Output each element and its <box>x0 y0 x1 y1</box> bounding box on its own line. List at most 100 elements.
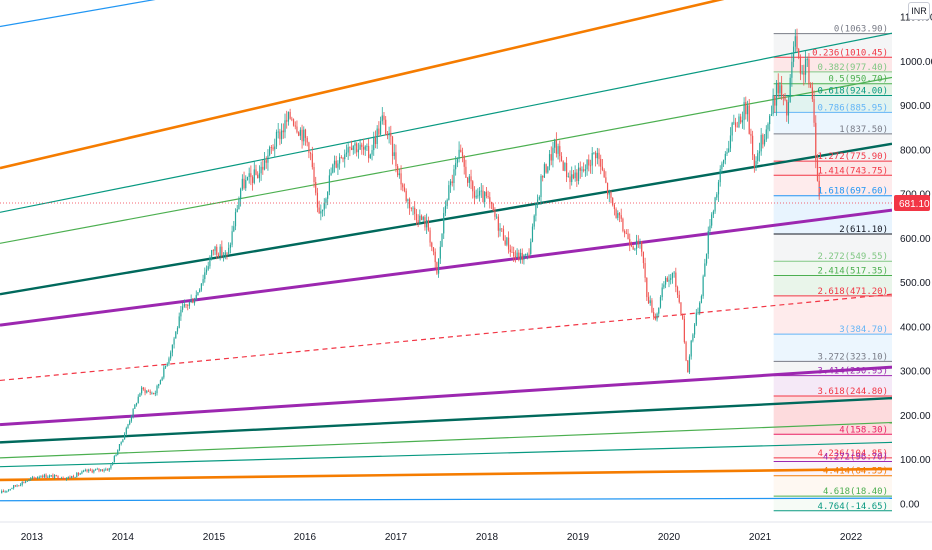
candle-body <box>345 152 348 155</box>
candle-body <box>530 241 532 254</box>
candle-body <box>528 253 530 255</box>
candle-body <box>195 295 197 301</box>
trend-line <box>0 32 893 213</box>
candle-body <box>269 147 271 156</box>
candle-body <box>803 72 805 75</box>
candle-body <box>289 111 291 119</box>
candle-body <box>441 233 443 247</box>
candle-body <box>67 477 69 478</box>
candle-body <box>680 302 682 315</box>
candle-body <box>789 77 791 103</box>
candle-body <box>257 174 259 179</box>
candle-body <box>426 220 428 228</box>
candle-body <box>357 149 359 153</box>
fib-level-label: 4.272(96.70) <box>823 453 888 463</box>
candle-body <box>330 172 332 176</box>
candle-body <box>576 172 578 181</box>
candle-body <box>69 477 71 478</box>
candle-body <box>521 252 523 261</box>
candle-body <box>221 246 223 256</box>
candle-body <box>721 163 723 170</box>
candle-body <box>296 126 298 133</box>
candle-body <box>499 228 501 231</box>
fib-level-label: 1(837.50) <box>839 125 888 135</box>
trend-line <box>0 142 893 296</box>
fib-band <box>773 261 892 276</box>
candle-body <box>687 360 689 373</box>
candle-body <box>434 251 436 263</box>
candle-body <box>581 169 583 171</box>
candle-body <box>385 119 387 135</box>
candle-body <box>16 485 18 487</box>
candle-body <box>753 154 755 168</box>
fib-band <box>773 71 892 84</box>
candle-body <box>531 226 534 242</box>
candle-body <box>746 105 749 115</box>
candle-body <box>519 252 522 260</box>
candle-body <box>178 316 180 328</box>
candle-body <box>72 476 74 478</box>
candle-body <box>156 385 158 394</box>
candle-body <box>548 154 551 167</box>
candle-body <box>93 470 95 473</box>
candle-body <box>397 166 399 176</box>
candle-body <box>564 162 566 171</box>
candle-body <box>613 204 615 210</box>
candle-body <box>362 146 365 150</box>
candle-body <box>60 478 63 479</box>
candle-body <box>429 230 431 243</box>
candle-body <box>625 233 627 235</box>
candle-body <box>248 173 250 178</box>
candle-body <box>414 207 416 214</box>
candle-body <box>492 203 494 211</box>
candle-body <box>600 158 602 167</box>
fib-level-label: 0(1063.90) <box>834 25 888 35</box>
candle-body <box>373 137 375 151</box>
candle-body <box>354 143 356 146</box>
candle-body <box>443 213 445 234</box>
candle-body <box>422 217 424 220</box>
candle-body <box>504 240 506 245</box>
candle-body <box>451 181 453 184</box>
candle-body <box>311 153 313 168</box>
candle-body <box>757 153 759 161</box>
candle-body <box>670 278 672 280</box>
trend-line <box>0 76 893 244</box>
candle-body <box>514 256 517 258</box>
candle-body <box>190 299 192 303</box>
candle-body <box>118 444 121 451</box>
candle-body <box>40 476 42 478</box>
candle-body <box>456 158 458 164</box>
candle-body <box>219 246 221 257</box>
trend-line <box>0 208 893 327</box>
y-tick-label: 500.00 <box>900 278 931 289</box>
fib-band <box>773 233 892 262</box>
candle-body <box>554 140 556 148</box>
fib-level-label: 3.272(323.10) <box>818 352 888 362</box>
candle-body <box>199 289 201 293</box>
candle-body <box>705 253 708 264</box>
candle-body <box>745 102 747 115</box>
candle-body <box>804 59 807 75</box>
candle-body <box>525 254 527 255</box>
candle-body <box>772 95 774 115</box>
candle-body <box>661 287 663 298</box>
fibonacci-labels: 0(1063.90) 0.236(1010.45) 0.382(977.40) 0.5… <box>812 25 888 512</box>
candle-body <box>591 153 593 166</box>
currency-badge[interactable]: INR <box>908 2 930 20</box>
fib-level-label: 0.382(977.40) <box>818 63 888 73</box>
candle-body <box>646 277 648 298</box>
candle-body <box>229 244 231 248</box>
candle-body <box>675 272 677 287</box>
fib-band <box>773 83 892 96</box>
candle-body <box>818 180 820 197</box>
candle-body <box>238 199 240 210</box>
candle-body <box>222 255 225 256</box>
candle-body <box>763 139 766 145</box>
candle-body <box>236 209 238 213</box>
candle-body <box>4 491 6 493</box>
candle-body <box>112 462 114 465</box>
candle-body <box>378 128 380 135</box>
candle-body <box>420 215 423 220</box>
